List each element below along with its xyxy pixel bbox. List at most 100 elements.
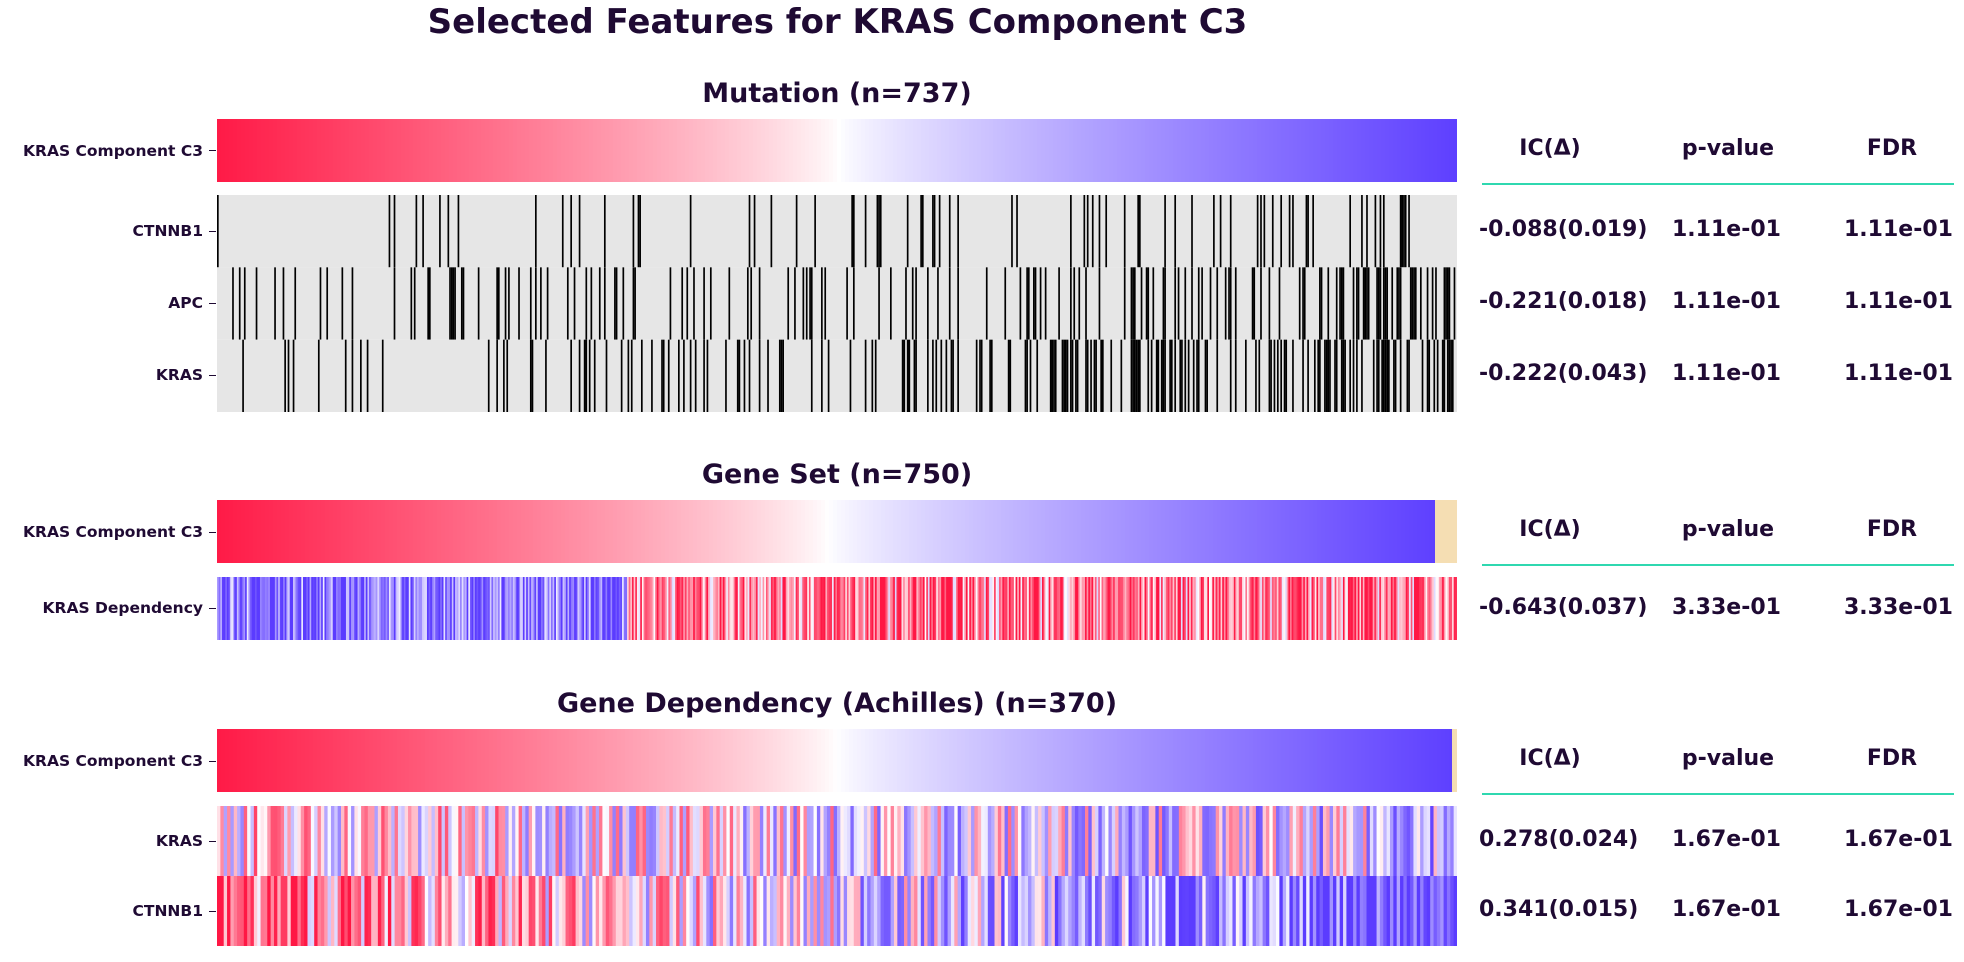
target-cell (321, 119, 326, 182)
heatmap-cell (914, 577, 917, 640)
heatmap-cell (291, 577, 294, 640)
heatmap-cell (351, 876, 355, 946)
target-cell (909, 119, 914, 182)
heatmap-cell (1316, 876, 1320, 946)
target-cell (293, 500, 298, 563)
target-cell (977, 119, 982, 182)
target-cell (953, 729, 958, 792)
heatmap-cell (946, 577, 949, 640)
mutation-mark (874, 339, 877, 412)
target-cell (1197, 500, 1202, 563)
heatmap-cell (1276, 876, 1280, 946)
heatmap-cell (783, 806, 788, 876)
heatmap-cell (635, 577, 638, 640)
heatmap-cell (1337, 577, 1341, 640)
heatmap-cell (1296, 577, 1299, 640)
target-cell (929, 500, 934, 563)
heatmap-cell (1395, 577, 1398, 640)
heatmap-cell (800, 876, 804, 946)
heatmap-cell (877, 876, 881, 946)
target-cell (981, 119, 986, 182)
target-cell (1257, 729, 1262, 792)
target-cell (569, 119, 574, 182)
target-cell (221, 119, 226, 182)
heatmap-cell (706, 577, 709, 640)
mutation-mark (1229, 267, 1232, 340)
heatmap-cell (967, 876, 972, 946)
heatmap-cell (549, 577, 552, 640)
heatmap-cell (994, 806, 999, 876)
heatmap-cell (875, 577, 878, 640)
target-cell (469, 119, 474, 182)
heatmap-cell (1420, 806, 1424, 876)
heatmap-cell (1118, 876, 1123, 946)
heatmap-cell (1046, 577, 1050, 640)
mutation-mark (1016, 195, 1018, 268)
mutation-mark (1034, 267, 1037, 340)
target-cell (1105, 729, 1110, 792)
target-cell (217, 500, 222, 563)
target-cell (945, 500, 950, 563)
target-cell (497, 729, 502, 792)
heatmap-cell (974, 876, 979, 946)
mutation-mark (603, 195, 606, 268)
mutation-mark (927, 267, 929, 340)
heatmap-cell (263, 806, 268, 876)
heatmap-cell (1015, 577, 1018, 640)
target-cell (1265, 119, 1270, 182)
target-cell (993, 119, 998, 182)
heatmap-cell (347, 577, 350, 640)
heatmap-cell (555, 577, 558, 640)
target-cell (1265, 500, 1270, 563)
heatmap-cell (352, 577, 355, 640)
heatmap-cell (488, 577, 491, 640)
row-label-kras: KRAS (155, 832, 203, 850)
heatmap-cell (790, 876, 794, 946)
target-cell (989, 729, 994, 792)
target-cell (621, 729, 626, 792)
heatmap-cell (273, 577, 276, 640)
target-cell (753, 500, 758, 563)
target-cell (881, 729, 886, 792)
mutation-mark (1139, 339, 1141, 412)
heatmap-cell (1168, 806, 1173, 876)
heatmap-cell (269, 577, 272, 640)
mutation-mark (1011, 195, 1013, 268)
heatmap-cell (997, 876, 1002, 946)
target-cell (365, 119, 370, 182)
heatmap-cell (421, 806, 426, 876)
heatmap-cell (1426, 806, 1431, 876)
target-cell (1349, 729, 1354, 792)
heatmap-cell (672, 876, 677, 946)
mutation-mark (287, 339, 290, 412)
target-cell (1089, 119, 1094, 182)
heatmap-cell (1111, 806, 1116, 876)
heatmap-cell (883, 806, 888, 876)
heatmap-cell (867, 806, 871, 876)
mutation-mark (975, 339, 978, 412)
heatmap-cell (221, 577, 225, 640)
target-cell (265, 119, 270, 182)
heatmap-cell (652, 806, 657, 876)
target-cell (973, 729, 978, 792)
stat-ic: 0.278(0.024) (1479, 827, 1639, 852)
heatmap-cell (1225, 876, 1230, 946)
heatmap-cell (1152, 876, 1156, 946)
target-cell (765, 119, 770, 182)
target-cell (1321, 119, 1326, 182)
heatmap-cell (683, 577, 686, 640)
heatmap-cell (884, 577, 887, 640)
stat-fdr: 1.67e-01 (1844, 827, 1953, 852)
heatmap-cell (1232, 577, 1235, 640)
mutation-mark (1036, 339, 1039, 412)
heatmap-cell (1329, 577, 1332, 640)
heatmap-cell (669, 876, 674, 946)
mutation-mark (906, 195, 909, 268)
heatmap-cell (890, 876, 895, 946)
heatmap-cell (1152, 806, 1156, 876)
heatmap-cell (495, 806, 499, 876)
heatmap-cell (1319, 806, 1324, 876)
mutation-mark (1224, 267, 1227, 340)
target-cell (925, 729, 930, 792)
heatmap-cell (880, 876, 885, 946)
